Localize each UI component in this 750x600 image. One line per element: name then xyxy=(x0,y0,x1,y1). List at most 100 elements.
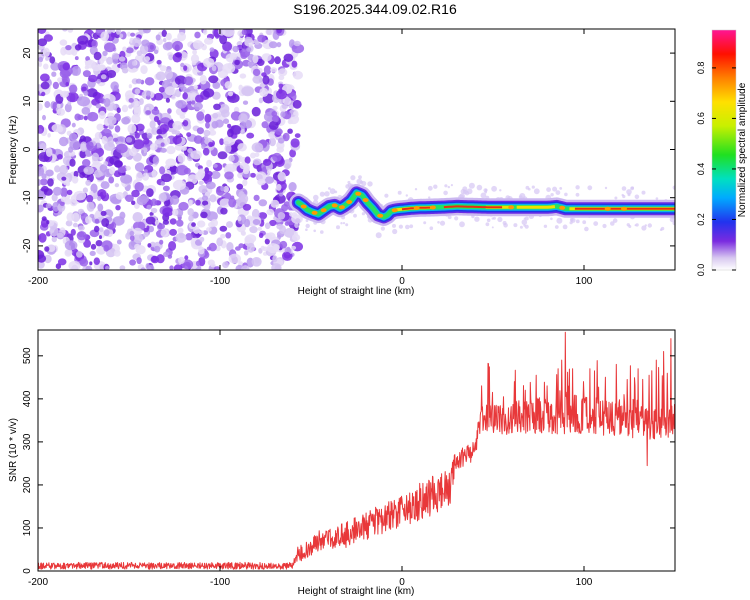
noise-speckle xyxy=(258,199,268,207)
noise-speckle xyxy=(277,212,286,220)
noise-speckle xyxy=(177,153,186,164)
noise-speckle xyxy=(180,62,185,68)
noise-speckle xyxy=(193,84,198,90)
noise-speckle xyxy=(175,165,189,176)
noise-speckle xyxy=(89,250,96,256)
ridge-hotspot xyxy=(311,210,318,215)
noise-speckle xyxy=(224,171,234,180)
ridge-halo-speckle xyxy=(525,185,530,190)
noise-speckle xyxy=(44,101,51,108)
noise-speckle xyxy=(68,260,81,270)
noise-speckle xyxy=(291,43,305,54)
noise-speckle xyxy=(208,242,217,252)
snr-y-tick-label: 0 xyxy=(22,568,33,574)
noise-speckle xyxy=(162,219,169,225)
noise-speckle xyxy=(251,142,264,153)
ridge-halo-speckle xyxy=(499,189,502,192)
noise-speckle xyxy=(200,211,208,219)
ridge-halo-speckle xyxy=(450,184,453,187)
noise-speckle xyxy=(132,212,143,223)
spectrogram-x-tick-label: 0 xyxy=(399,276,405,287)
noise-speckle xyxy=(60,196,67,203)
noise-speckle xyxy=(49,226,59,237)
noise-speckle xyxy=(249,226,258,234)
ridge-halo-speckle xyxy=(497,216,503,223)
noise-speckle xyxy=(203,88,215,98)
ridge-halo-speckle xyxy=(593,221,599,227)
noise-speckle xyxy=(175,232,187,243)
noise-speckle xyxy=(38,254,47,263)
ridge-halo-speckle xyxy=(305,219,309,223)
noise-speckle xyxy=(85,149,91,157)
noise-speckle xyxy=(66,92,79,103)
noise-speckle xyxy=(40,73,50,82)
noise-speckle xyxy=(162,37,167,43)
ridge-halo-speckle xyxy=(480,192,487,199)
noise-speckle xyxy=(193,102,203,111)
ridge-halo-speckle xyxy=(444,184,448,188)
noise-speckle xyxy=(141,149,144,154)
ridge-halo-speckle xyxy=(433,184,438,189)
noise-speckle xyxy=(212,112,219,119)
ridge-halo-speckle xyxy=(523,224,526,227)
noise-speckle xyxy=(183,65,188,71)
noise-speckle xyxy=(151,108,160,115)
noise-speckle xyxy=(166,145,176,155)
noise-speckle xyxy=(71,122,76,128)
noise-speckle xyxy=(70,228,76,236)
noise-speckle xyxy=(240,121,246,130)
noise-speckle xyxy=(244,36,253,44)
noise-speckle xyxy=(150,198,158,206)
noise-speckle xyxy=(230,52,237,60)
noise-speckle xyxy=(47,244,56,252)
noise-speckle xyxy=(190,54,200,64)
noise-speckle xyxy=(222,41,233,52)
noise-speckle xyxy=(240,129,246,135)
noise-speckle xyxy=(134,162,145,172)
noise-speckle xyxy=(73,190,87,201)
noise-speckle xyxy=(216,237,224,247)
snr-y-tick-label: 300 xyxy=(22,433,33,450)
noise-speckle xyxy=(77,35,89,45)
noise-speckle xyxy=(95,240,103,247)
noise-speckle xyxy=(160,142,165,147)
ridge-hotspot xyxy=(338,205,345,210)
ridge-halo-speckle xyxy=(356,178,363,185)
noise-speckle xyxy=(77,231,85,238)
noise-speckle xyxy=(91,152,99,162)
noise-speckle xyxy=(261,121,269,129)
noise-speckle xyxy=(281,204,289,212)
noise-speckle xyxy=(225,232,232,239)
noise-speckle xyxy=(83,90,89,96)
ridge-hotspot xyxy=(300,204,307,209)
noise-speckle xyxy=(114,125,121,133)
ridge-halo-speckle xyxy=(550,217,553,221)
noise-speckle xyxy=(201,195,209,201)
ridge-hotspot xyxy=(346,200,353,204)
noise-speckle xyxy=(254,152,260,158)
noise-speckle xyxy=(246,47,252,52)
noise-speckle xyxy=(72,222,78,228)
noise-speckle xyxy=(176,219,184,227)
noise-speckle xyxy=(197,220,206,228)
noise-speckle xyxy=(294,133,301,139)
noise-speckle xyxy=(132,37,142,47)
noise-speckle xyxy=(293,231,298,237)
noise-speckle xyxy=(115,160,123,168)
noise-speckle xyxy=(178,256,185,264)
noise-speckle xyxy=(144,56,151,62)
ridge-halo-speckle xyxy=(502,221,507,225)
noise-speckle xyxy=(293,111,298,116)
noise-speckle xyxy=(290,245,297,250)
noise-speckle xyxy=(203,29,208,35)
noise-speckle xyxy=(195,199,201,206)
noise-speckle xyxy=(81,86,87,92)
noise-speckle xyxy=(108,166,116,175)
noise-speckle xyxy=(38,61,42,67)
noise-speckle xyxy=(65,45,72,51)
ridge-halo-speckle xyxy=(521,219,528,225)
noise-speckle xyxy=(64,240,78,251)
noise-speckle xyxy=(113,249,121,257)
noise-speckle xyxy=(237,143,247,152)
